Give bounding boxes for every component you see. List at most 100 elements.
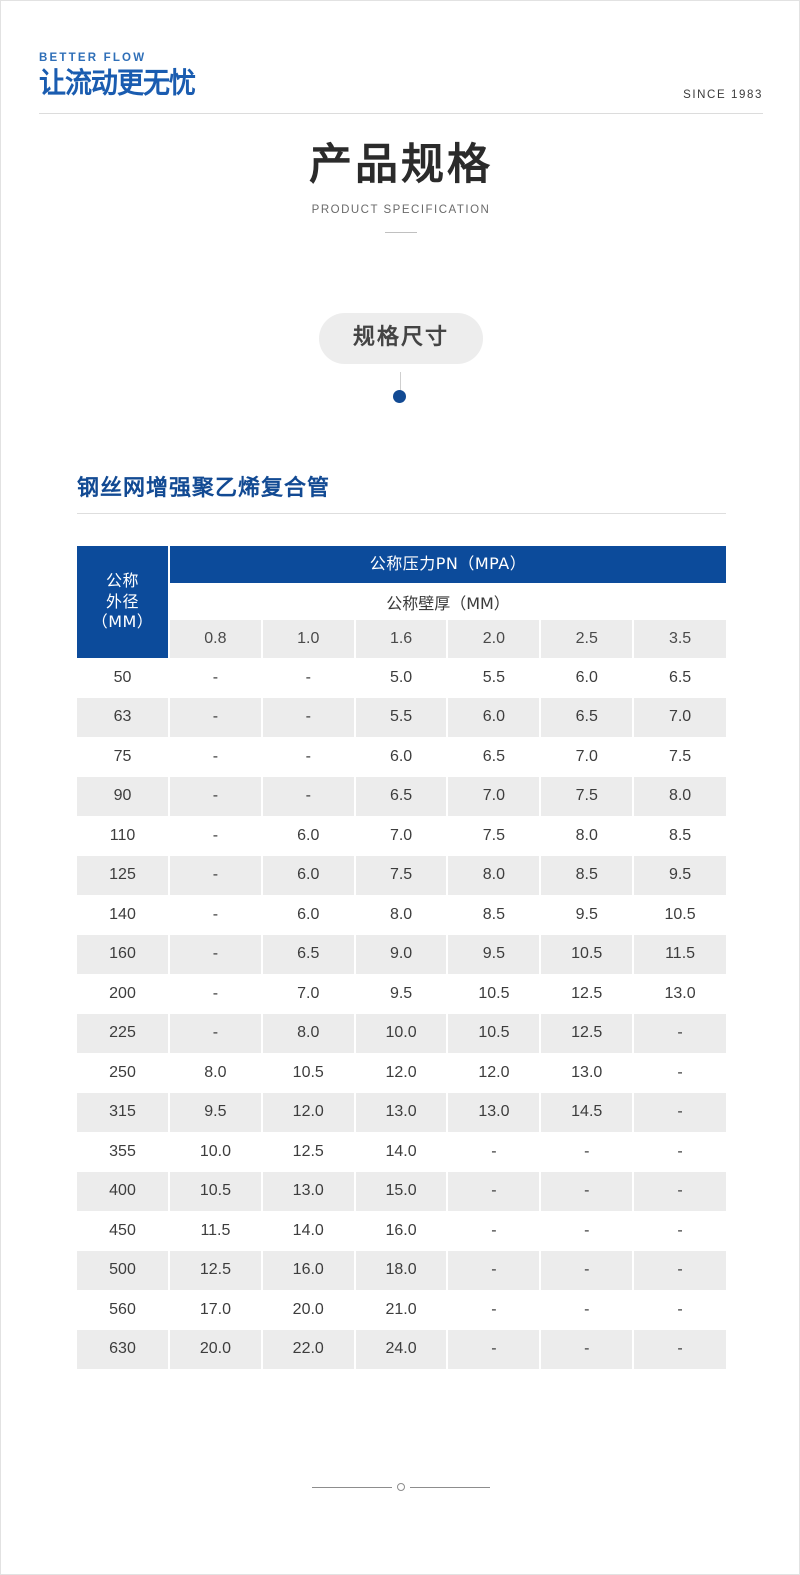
cell-wall-thickness: 7.0	[633, 697, 726, 737]
cell-wall-thickness: -	[633, 1053, 726, 1093]
cell-wall-thickness: -	[261, 658, 356, 698]
header-nominal-outer-diameter: 公称 外径 （MM）	[77, 546, 170, 658]
cell-wall-thickness: -	[633, 1250, 726, 1290]
table-row: 140-6.0 8.0 8.5 9.5 10.5	[77, 895, 726, 935]
cell-outer-diameter: 450	[77, 1211, 170, 1251]
table-row: 400 10.5 13.0 15.0- - -	[77, 1171, 726, 1211]
cell-wall-thickness: -	[540, 1211, 635, 1251]
cell-wall-thickness: 14.0	[354, 1132, 449, 1172]
cell-outer-diameter: 140	[77, 895, 170, 935]
cell-wall-thickness: 7.5	[633, 737, 726, 777]
cell-wall-thickness: 7.0	[354, 816, 449, 856]
cell-wall-thickness: -	[540, 1290, 635, 1330]
cell-wall-thickness: 10.5	[169, 1171, 263, 1211]
section-heading-divider	[77, 512, 726, 514]
header-divider	[39, 113, 763, 114]
brand-eyebrow: BETTER FLOW	[39, 52, 147, 64]
cell-wall-thickness: 12.0	[354, 1053, 449, 1093]
cell-wall-thickness: -	[540, 1250, 635, 1290]
table-row: 500 12.5 16.0 18.0- - -	[77, 1250, 726, 1290]
cell-wall-thickness: -	[261, 737, 356, 777]
cell-wall-thickness: -	[447, 1132, 542, 1172]
cell-wall-thickness: -	[169, 737, 263, 777]
cell-wall-thickness: -	[633, 1132, 726, 1172]
cell-outer-diameter: 500	[77, 1250, 170, 1290]
cell-outer-diameter: 560	[77, 1290, 170, 1330]
cell-outer-diameter: 50	[77, 658, 170, 698]
cell-wall-thickness: 6.0	[261, 816, 356, 856]
since-label: SINCE 1983	[683, 89, 763, 101]
cell-wall-thickness: -	[447, 1250, 542, 1290]
cell-outer-diameter: 250	[77, 1053, 170, 1093]
cell-outer-diameter: 200	[77, 974, 170, 1014]
section-pill-wrap: 规格尺寸	[1, 313, 799, 364]
cell-outer-diameter: 63	[77, 697, 170, 737]
cell-wall-thickness: 12.0	[261, 1092, 356, 1132]
page-title: 产品规格	[309, 140, 493, 190]
table-row: 63- -5.5 6.0 6.5 7.0	[77, 697, 726, 737]
table-row: 225-8.0 10.0 10.5 12.5-	[77, 1013, 726, 1053]
cell-wall-thickness: 9.5	[169, 1092, 263, 1132]
cell-wall-thickness: 21.0	[354, 1290, 449, 1330]
table-row: 50- -5.0 5.5 6.0 6.5	[77, 658, 726, 698]
cell-wall-thickness: -	[169, 855, 263, 895]
connector-line	[400, 372, 401, 395]
cell-wall-thickness: 7.5	[540, 776, 635, 816]
cell-wall-thickness: 9.5	[354, 974, 449, 1014]
cell-wall-thickness: 9.0	[354, 934, 449, 974]
cell-wall-thickness: 16.0	[354, 1211, 449, 1251]
cell-wall-thickness: -	[261, 697, 356, 737]
cell-wall-thickness: -	[633, 1290, 726, 1330]
cell-wall-thickness: 9.5	[447, 934, 542, 974]
cell-wall-thickness: 10.0	[169, 1132, 263, 1172]
cell-wall-thickness: 13.0	[447, 1092, 542, 1132]
header-od-line-2: 外径	[105, 591, 139, 611]
header-pressure-4: 2.5	[540, 620, 635, 658]
cell-wall-thickness: -	[633, 1329, 726, 1369]
cell-wall-thickness: -	[633, 1211, 726, 1251]
cell-wall-thickness: 12.5	[540, 1013, 635, 1053]
footer-ornament	[1, 1483, 799, 1491]
cell-wall-thickness: 14.0	[261, 1211, 356, 1251]
cell-wall-thickness: 12.5	[540, 974, 635, 1014]
header-pressure-5: 3.5	[633, 620, 726, 658]
cell-wall-thickness: 8.5	[633, 816, 726, 856]
cell-wall-thickness: 6.5	[447, 737, 542, 777]
header-pressure-1: 1.0	[261, 620, 356, 658]
cell-wall-thickness: 8.5	[447, 895, 542, 935]
cell-wall-thickness: -	[169, 776, 263, 816]
cell-wall-thickness: 6.0	[261, 895, 356, 935]
cell-wall-thickness: -	[261, 776, 356, 816]
cell-wall-thickness: 5.5	[447, 658, 542, 698]
cell-wall-thickness: 20.0	[261, 1290, 356, 1330]
footer-line-right	[410, 1486, 490, 1488]
cell-wall-thickness: 13.0	[540, 1053, 635, 1093]
cell-wall-thickness: -	[540, 1132, 635, 1172]
table-row: 630 20.0 22.0 24.0- - -	[77, 1329, 726, 1369]
cell-wall-thickness: -	[447, 1211, 542, 1251]
table-row: 160-6.5 9.0 9.5 10.5 11.5	[77, 934, 726, 974]
cell-outer-diameter: 75	[77, 737, 170, 777]
cell-wall-thickness: -	[169, 1013, 263, 1053]
cell-wall-thickness: -	[633, 1092, 726, 1132]
cell-wall-thickness: 5.0	[354, 658, 449, 698]
header-od-line-1: 公称	[105, 571, 139, 591]
cell-wall-thickness: -	[447, 1171, 542, 1211]
cell-outer-diameter: 630	[77, 1329, 170, 1369]
cell-wall-thickness: 10.0	[354, 1013, 449, 1053]
cell-wall-thickness: 10.5	[540, 934, 635, 974]
cell-wall-thickness: 8.0	[169, 1053, 263, 1093]
cell-wall-thickness: 12.5	[169, 1250, 263, 1290]
cell-wall-thickness: 7.5	[354, 855, 449, 895]
cell-wall-thickness: 24.0	[354, 1329, 449, 1369]
header-nominal-wall-thickness: 公称壁厚（MM）	[169, 583, 726, 620]
cell-wall-thickness: 10.5	[261, 1053, 356, 1093]
cell-wall-thickness: -	[633, 1013, 726, 1053]
cell-wall-thickness: 20.0	[169, 1329, 263, 1369]
cell-wall-thickness: 8.0	[540, 816, 635, 856]
table-row: 90- -6.5 7.0 7.5 8.0	[77, 776, 726, 816]
cell-outer-diameter: 225	[77, 1013, 170, 1053]
table-row: 75- -6.0 6.5 7.0 7.5	[77, 737, 726, 777]
cell-wall-thickness: 6.5	[261, 934, 356, 974]
